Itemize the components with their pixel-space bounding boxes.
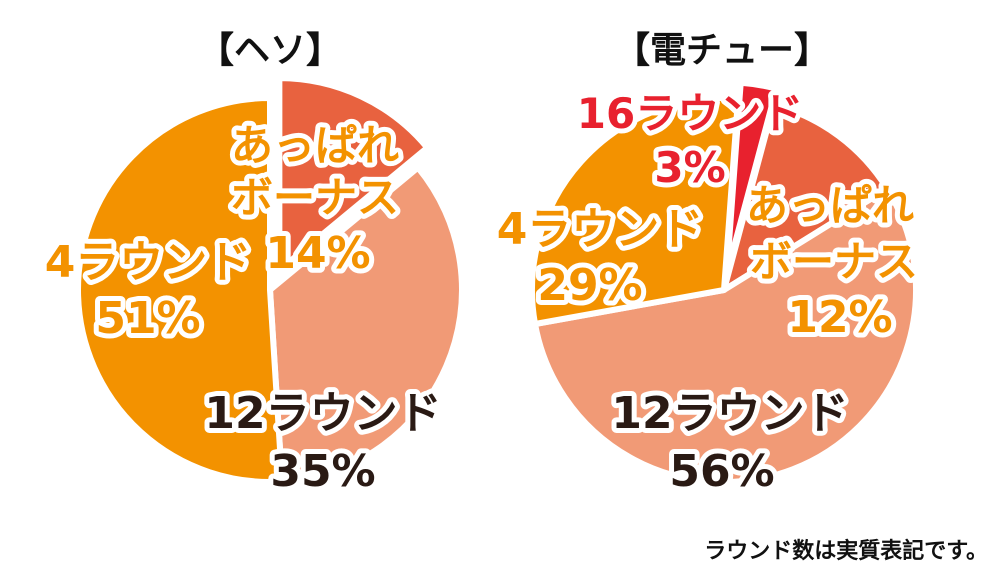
label-heso-appare-line1: あっぱれ <box>231 121 399 170</box>
footnote: ラウンド数は実質表記です。 <box>704 538 988 564</box>
label-denchu-appare-value: 12% <box>787 292 892 343</box>
label-heso-4r: 4ラウンド <box>45 237 252 288</box>
pie-denchu <box>529 79 919 485</box>
label-denchu-16r-value: 3% <box>654 143 725 192</box>
pie-slice-denchu-3 <box>723 79 780 278</box>
chart-title-heso: 【ヘソ】 <box>198 30 342 71</box>
label-heso-12r: 12ラウンド <box>204 388 441 439</box>
label-heso-appare-value: 14% <box>265 228 370 279</box>
label-heso-12r-value: 35% <box>270 446 375 497</box>
pie-slice-denchu-1 <box>532 185 919 485</box>
pie-heso <box>75 75 465 485</box>
pie-slice-heso-0 <box>276 75 431 274</box>
label-denchu-12r-value: 56% <box>669 446 774 497</box>
label-denchu-appare-line2: ボーナス <box>750 237 918 286</box>
label-denchu-appare-line1: あっぱれ <box>746 181 914 230</box>
pie-slice-denchu-2 <box>529 95 742 327</box>
pie-slice-heso-2 <box>75 95 286 485</box>
pie-slice-denchu-0 <box>721 101 891 293</box>
pie-slice-heso-1 <box>267 164 465 485</box>
label-heso-appare-line2: ボーナス <box>231 173 399 222</box>
label-denchu-4r-value: 29% <box>537 260 642 311</box>
label-denchu-4r: 4ラウンド <box>497 204 704 255</box>
label-denchu-12r: 12ラウンド <box>611 388 848 439</box>
label-denchu-16r: 16ラウンド <box>577 89 803 138</box>
chart-title-denchu: 【電チュー】 <box>614 30 830 71</box>
label-heso-4r-value: 51% <box>95 293 200 344</box>
